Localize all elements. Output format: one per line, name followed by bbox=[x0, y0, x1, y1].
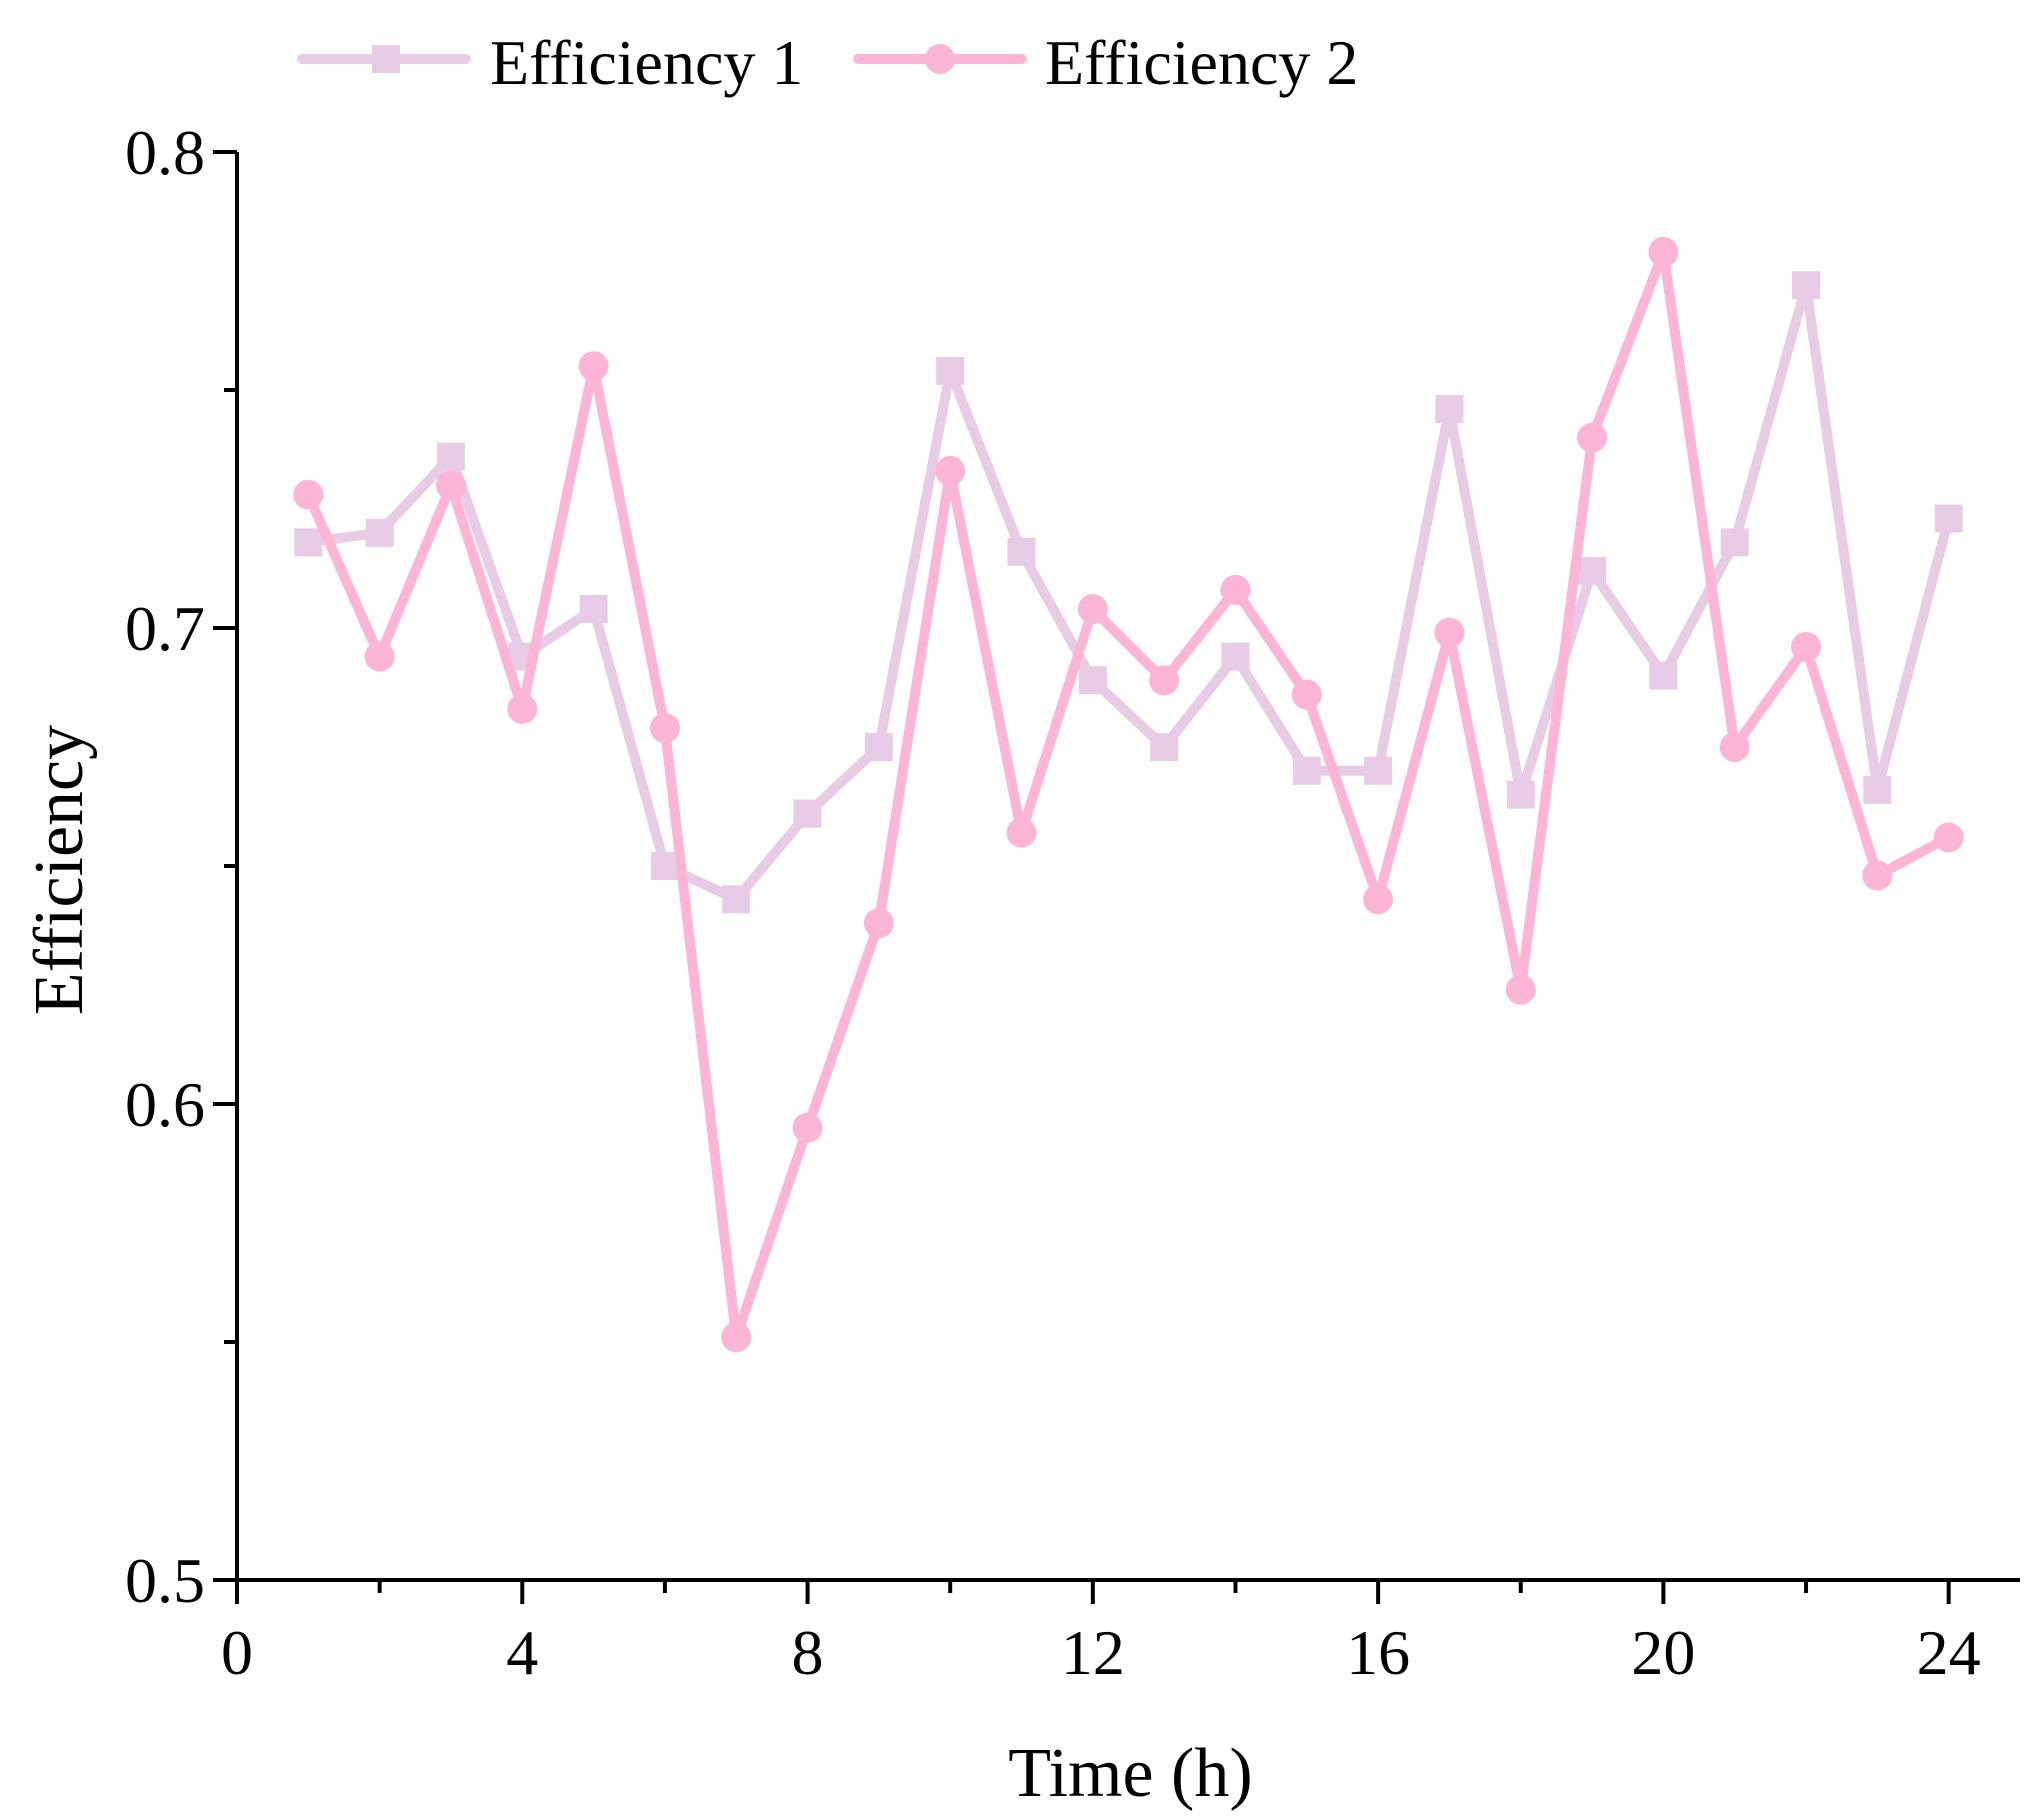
data-point-efficiency-1 bbox=[1435, 395, 1464, 424]
series-efficiency-2 bbox=[293, 236, 1964, 1353]
data-point-efficiency-2 bbox=[1220, 574, 1251, 605]
data-point-efficiency-2 bbox=[1505, 974, 1536, 1005]
data-point-efficiency-1 bbox=[1292, 756, 1321, 785]
data-point-efficiency-2 bbox=[578, 351, 609, 382]
data-point-efficiency-2 bbox=[1149, 665, 1180, 696]
x-tick-label: 4 bbox=[506, 1617, 538, 1688]
data-point-efficiency-2 bbox=[1648, 236, 1679, 267]
data-point-efficiency-2 bbox=[1363, 884, 1394, 915]
data-point-efficiency-2 bbox=[1577, 422, 1608, 453]
axes: 0 4 8 12 16 20 24 0.5 0.6 0.7 0.8 bbox=[125, 117, 2020, 1688]
data-point-efficiency-2 bbox=[1719, 732, 1750, 762]
data-point-efficiency-2 bbox=[935, 455, 966, 486]
data-point-efficiency-1 bbox=[1934, 504, 1963, 533]
data-point-efficiency-2 bbox=[863, 908, 894, 939]
x-tick-label: 8 bbox=[792, 1617, 824, 1688]
series-efficiency-1 bbox=[294, 271, 1963, 914]
data-point-efficiency-2 bbox=[649, 712, 680, 743]
data-point-efficiency-2 bbox=[435, 470, 466, 501]
x-tick-label: 0 bbox=[221, 1617, 253, 1688]
data-point-efficiency-1 bbox=[294, 528, 323, 557]
data-point-efficiency-1 bbox=[1221, 642, 1250, 671]
data-point-efficiency-1 bbox=[1863, 775, 1892, 804]
series-layer bbox=[293, 236, 1964, 1353]
data-point-efficiency-2 bbox=[1006, 817, 1037, 848]
series-line-efficiency-2 bbox=[303, 247, 1954, 1343]
data-point-efficiency-2 bbox=[1291, 679, 1322, 710]
data-point-efficiency-1 bbox=[1792, 271, 1821, 300]
data-point-efficiency-1 bbox=[365, 518, 394, 547]
data-point-efficiency-1 bbox=[722, 885, 751, 914]
data-point-efficiency-1 bbox=[1364, 756, 1393, 785]
data-point-efficiency-1 bbox=[936, 356, 965, 385]
data-point-efficiency-2 bbox=[792, 1112, 823, 1143]
x-tick-label: 12 bbox=[1061, 1617, 1125, 1688]
data-point-efficiency-1 bbox=[1150, 733, 1179, 761]
x-axis-title: Time (h) bbox=[1008, 1735, 1252, 1812]
data-point-efficiency-1 bbox=[1720, 528, 1749, 557]
series-line-efficiency-1 bbox=[303, 280, 1954, 905]
data-point-efficiency-2 bbox=[507, 693, 538, 724]
data-point-efficiency-1 bbox=[1078, 666, 1107, 695]
data-point-efficiency-1 bbox=[1506, 780, 1535, 809]
data-point-efficiency-2 bbox=[1434, 617, 1465, 648]
data-point-efficiency-2 bbox=[1077, 593, 1108, 624]
data-point-efficiency-2 bbox=[364, 641, 395, 672]
y-tick-label: 0.5 bbox=[125, 1545, 205, 1616]
data-point-efficiency-2 bbox=[293, 479, 324, 510]
data-point-efficiency-1 bbox=[579, 594, 608, 623]
data-point-efficiency-2 bbox=[721, 1322, 752, 1353]
data-point-efficiency-2 bbox=[1933, 822, 1964, 853]
legend-label-efficiency-1: Efficiency 1 bbox=[490, 27, 803, 98]
x-tick-label: 20 bbox=[1631, 1617, 1695, 1688]
data-point-efficiency-1 bbox=[436, 442, 465, 471]
legend-marker-efficiency-1 bbox=[372, 45, 400, 73]
legend-marker-efficiency-2 bbox=[925, 44, 955, 74]
x-tick-label: 16 bbox=[1346, 1617, 1410, 1688]
x-tick-label: 24 bbox=[1917, 1617, 1981, 1688]
data-point-efficiency-1 bbox=[650, 852, 679, 880]
y-axis-title: Efficiency bbox=[21, 725, 98, 1015]
y-tick-label: 0.7 bbox=[125, 593, 205, 664]
data-point-efficiency-1 bbox=[864, 733, 893, 761]
legend-label-efficiency-2: Efficiency 2 bbox=[1045, 27, 1358, 98]
data-point-efficiency-2 bbox=[1791, 632, 1822, 663]
data-point-efficiency-2 bbox=[1862, 860, 1893, 891]
y-tick-label: 0.6 bbox=[125, 1069, 205, 1140]
y-tick-label: 0.8 bbox=[125, 117, 205, 188]
data-point-efficiency-1 bbox=[1649, 661, 1678, 690]
data-point-efficiency-1 bbox=[1578, 556, 1607, 585]
data-point-efficiency-1 bbox=[1007, 537, 1036, 566]
data-point-efficiency-1 bbox=[793, 799, 822, 828]
legend: Efficiency 1 Efficiency 2 bbox=[297, 27, 1358, 98]
